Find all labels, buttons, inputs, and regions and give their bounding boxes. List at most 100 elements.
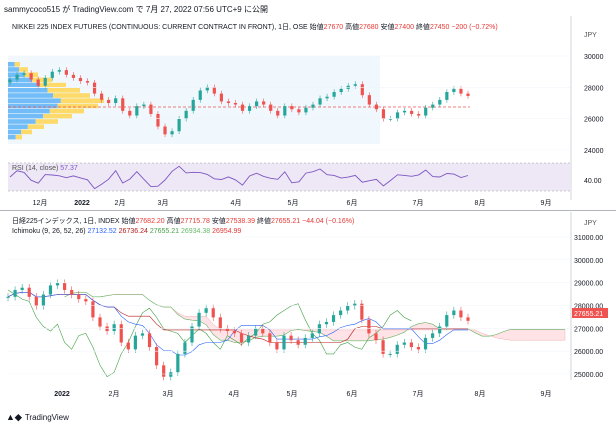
publish-suffix: に公開 <box>243 5 268 14</box>
profile-bar-up <box>8 62 15 67</box>
span-a-line <box>64 292 565 343</box>
candle-body <box>204 308 208 313</box>
candle-body <box>225 328 229 332</box>
candle-body <box>395 344 399 354</box>
x-tick-label: 6月 <box>347 390 358 398</box>
candle-body <box>126 342 130 350</box>
x-tick-label: 12月 <box>33 199 48 207</box>
candle-body <box>85 81 90 83</box>
candle-body <box>282 335 286 350</box>
candle-body <box>402 110 407 113</box>
rsi-title: RSI (14, close) <box>12 165 59 172</box>
candle-body <box>325 96 329 99</box>
rsi-y-tick: 40.00 <box>584 178 602 185</box>
y-tick-label: 30000.00 <box>574 258 603 265</box>
candle-body <box>121 98 125 111</box>
futures-title: NIKKEI 225 INDEX FUTURES (CONTINUOUS: CU… <box>12 24 308 31</box>
candle-body <box>34 296 38 306</box>
candle-body <box>269 104 273 111</box>
candle-body <box>226 101 231 103</box>
candle-body <box>388 353 392 355</box>
x-tick-label: 2月 <box>115 199 126 207</box>
profile-bar-down <box>57 103 98 109</box>
candle-body <box>466 93 470 96</box>
index-chart[interactable]: 31000.00 30000.00 29000.00 28000.00 27000.00… <box>0 210 616 410</box>
candle-body <box>135 106 139 116</box>
candle-body <box>254 328 258 336</box>
candle-body <box>55 283 60 286</box>
candle-body <box>416 347 421 350</box>
ichimoku-chikou: 27655.21 <box>149 228 180 235</box>
candle-body <box>155 347 159 366</box>
candle-body <box>191 99 195 111</box>
candle-body <box>247 335 251 343</box>
x-tick-label: 5月 <box>287 390 298 398</box>
y-tick-label: 26000 <box>584 117 604 124</box>
candle-body <box>149 104 153 114</box>
candle-body <box>147 333 152 348</box>
candle-body <box>63 283 67 290</box>
candle-body <box>431 104 435 108</box>
candle-body <box>262 101 266 105</box>
candle-body <box>466 317 470 321</box>
index-title: 日経225インデックス, 1日, INDEX <box>12 218 120 225</box>
profile-bar-up <box>8 103 58 109</box>
profile-bar-down <box>27 124 44 129</box>
candle-body <box>240 104 245 111</box>
x-tick-label: 8月 <box>475 390 486 398</box>
candle-body <box>98 317 102 327</box>
profile-bar-down <box>32 77 52 83</box>
ichimoku-title: Ichimoku (9, 26, 52, 26) <box>12 228 86 235</box>
x-tick-label: 5月 <box>288 199 299 207</box>
candle-body <box>107 99 111 103</box>
profile-bar-down <box>15 134 22 140</box>
candle-body <box>332 92 336 97</box>
x-tick-label: 6月 <box>347 199 358 207</box>
candle-body <box>310 333 314 338</box>
candle-body <box>41 294 45 306</box>
candle-body <box>353 303 357 306</box>
candle-body <box>424 107 428 116</box>
candle-body <box>431 333 435 338</box>
candle-body <box>261 328 265 334</box>
x-tick-label: 9月 <box>541 390 552 398</box>
candle-body <box>57 70 61 72</box>
candle-body <box>459 310 463 318</box>
idx-low-value: 27538.39 <box>225 218 256 225</box>
idx-low-label: 安値 <box>211 218 226 225</box>
candle-body <box>184 110 188 119</box>
candle-body <box>381 109 386 119</box>
candle-body <box>170 131 174 135</box>
candle-body <box>162 365 166 377</box>
candle-body <box>27 287 31 297</box>
x-tick-label: 7月 <box>413 390 424 398</box>
candle-body <box>374 333 378 341</box>
candle-body <box>423 337 428 350</box>
candle-body <box>445 92 449 100</box>
candle-body <box>22 73 26 75</box>
profile-bar-down <box>35 119 58 124</box>
profile-bar-up <box>8 82 40 88</box>
candle-body <box>6 296 10 298</box>
candle-body <box>197 312 201 327</box>
volume-profile <box>8 62 104 140</box>
candle-body <box>105 326 109 332</box>
futures-chart[interactable]: 30000 28000 26000 24000 12月 2022 2月 3月 4月 5月 6月 7月… <box>0 0 616 210</box>
profile-bar-down <box>49 108 84 114</box>
profile-bar-down <box>39 82 66 88</box>
idx-high-label: 高値 <box>166 218 181 225</box>
candle-body <box>304 107 308 113</box>
candle-body <box>92 82 97 94</box>
rsi-value: 57.37 <box>60 165 78 172</box>
profile-bar-up <box>8 129 22 135</box>
candle-body <box>409 342 413 348</box>
profile-bar-up <box>8 77 33 83</box>
ichimoku-span-a: 26934.38 <box>180 228 211 235</box>
x-tick-label: 3月 <box>158 199 169 207</box>
x-tick-label: 7月 <box>413 199 424 207</box>
candle-body <box>128 110 132 116</box>
candle-body <box>353 84 357 86</box>
ichimoku-span-b: 26954.99 <box>212 228 242 235</box>
candle-body <box>459 88 463 94</box>
x-tick-label: 2月 <box>109 390 120 398</box>
